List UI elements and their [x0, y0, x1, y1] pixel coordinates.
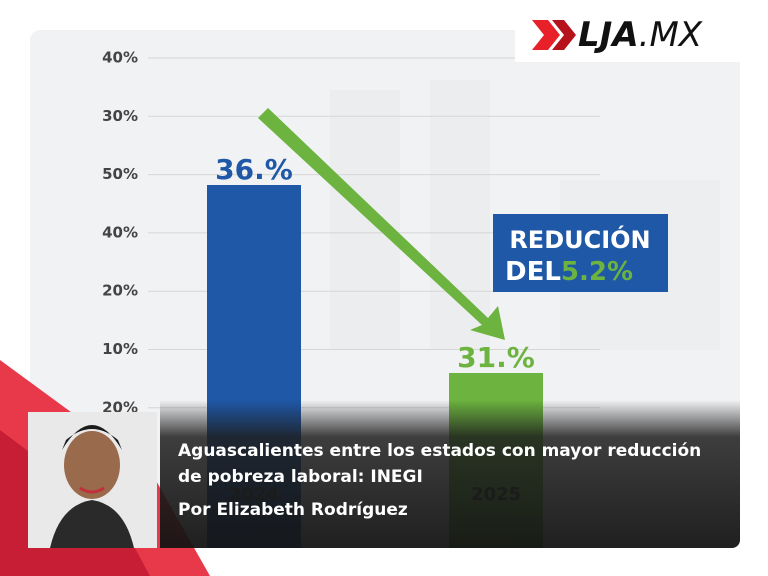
logo-chevron: [532, 20, 560, 50]
callout-line1: REDUCIÓN: [509, 224, 650, 254]
bar-value-label: 31.%: [457, 341, 535, 374]
axis-label: 20%: [102, 282, 138, 300]
background-building: [330, 80, 720, 350]
axis-label: 10%: [102, 340, 138, 358]
author-shoulders: [50, 500, 134, 548]
logo: LJA.MX: [578, 15, 703, 55]
author-mouth: [79, 486, 105, 494]
arrow: [258, 108, 505, 340]
author-hair: [62, 425, 122, 450]
axis-label: 30%: [102, 107, 138, 125]
logo-brand: LJA: [578, 15, 639, 55]
axis-label: 40%: [102, 49, 138, 67]
author-face: [64, 431, 120, 499]
callout-prefix: DEL: [505, 257, 561, 287]
logo-suffix: .MX: [639, 15, 703, 55]
headline: Aguascalientes entre los estados con may…: [178, 441, 702, 487]
axis-label: 20%: [102, 398, 138, 416]
axis-label: 40%: [102, 223, 138, 241]
logo-chevron: [552, 20, 576, 50]
byline: Por Elizabeth Rodríguez: [178, 500, 408, 520]
grid: 40% 30% 50% 40% 20% 10% 20%: [102, 49, 600, 416]
callout-box: [493, 214, 668, 292]
bar-value-label: 36.%: [215, 153, 293, 186]
callout-value: 5.2%: [561, 257, 633, 287]
axis-label: 50%: [102, 165, 138, 183]
caption: Aguascalientes entre los estados con may…: [160, 400, 740, 548]
callout-line2: DEL5.2%: [505, 257, 633, 287]
